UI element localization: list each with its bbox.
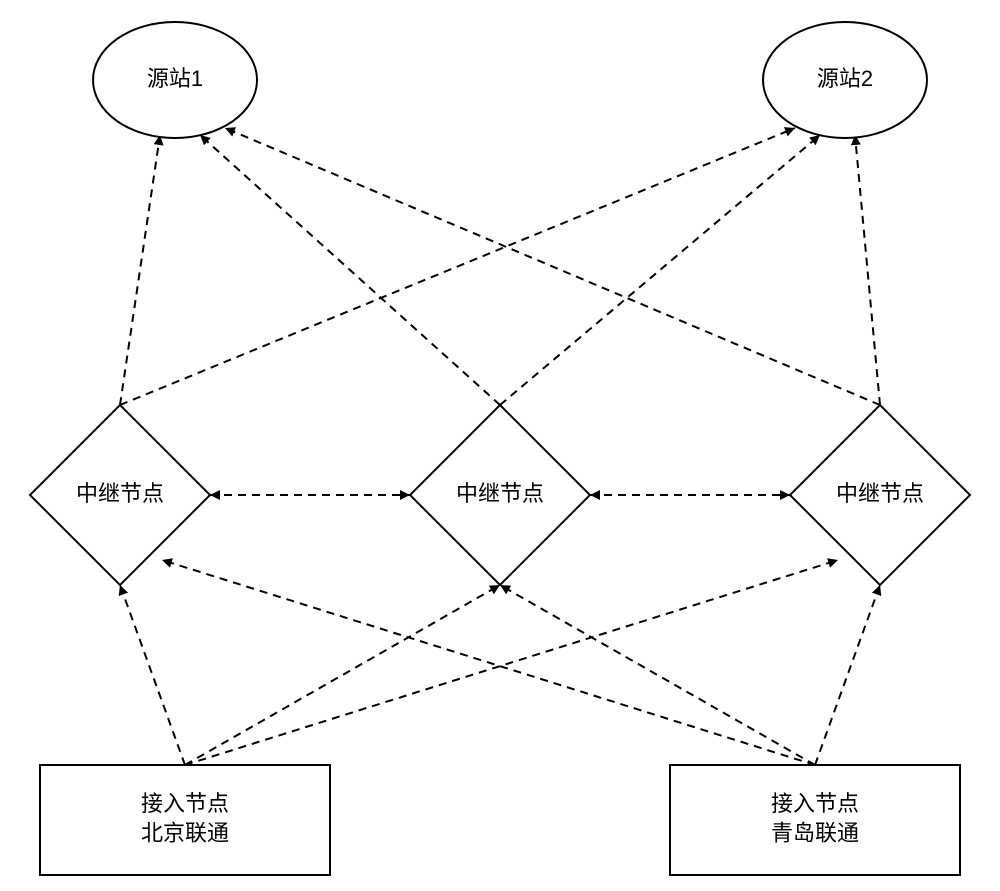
- access-node: 接入节点青岛联通: [670, 765, 960, 875]
- access-node-label: 接入节点: [141, 791, 229, 816]
- source-node: 源站2: [763, 22, 927, 138]
- source-node: 源站1: [93, 22, 257, 138]
- source-node-label: 源站1: [147, 66, 203, 91]
- access-node: 接入节点北京联通: [40, 765, 330, 875]
- source-node-label: 源站2: [817, 66, 873, 91]
- access-node-label: 接入节点: [771, 791, 859, 816]
- access-node-label: 北京联通: [141, 821, 229, 846]
- relay-node-label: 中继节点: [76, 481, 164, 506]
- relay-node-label: 中继节点: [836, 481, 924, 506]
- access-node-label: 青岛联通: [771, 821, 859, 846]
- relay-node-label: 中继节点: [456, 481, 544, 506]
